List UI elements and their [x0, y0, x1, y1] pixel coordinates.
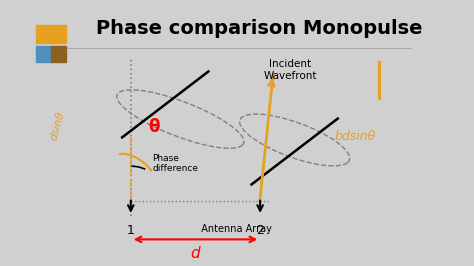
Text: dsinθ: dsinθ [49, 111, 66, 142]
Text: 2: 2 [256, 224, 264, 237]
Text: Antenna Array: Antenna Array [195, 224, 273, 234]
Text: Phase comparison Monopulse: Phase comparison Monopulse [96, 19, 423, 38]
Text: d: d [191, 246, 201, 261]
Text: bdsinθ: bdsinθ [334, 130, 375, 143]
Bar [36, 25, 66, 43]
Text: Phase
difference: Phase difference [152, 154, 198, 173]
Bar [51, 46, 66, 61]
Text: θ: θ [148, 118, 160, 136]
Text: Incident
Wavefront: Incident Wavefront [264, 59, 317, 81]
Text: 1: 1 [127, 224, 135, 237]
Bar [36, 46, 51, 61]
